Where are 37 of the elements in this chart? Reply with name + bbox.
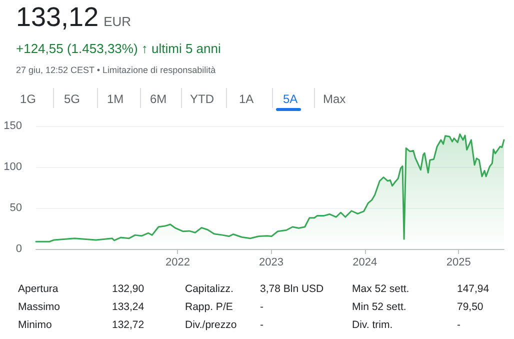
text: YTD (190, 92, 214, 106)
text: Massimo (18, 301, 60, 313)
chart-title: 133,12 EUR (16, 2, 132, 33)
y-tick-label: 150 (4, 120, 22, 132)
y-tick-label: 100 (4, 161, 22, 173)
chart-subtitle: +124,55 (1.453,33%) ↑ ultimi 5 anni (16, 41, 221, 56)
text: 1G (20, 92, 36, 106)
text: 5A (283, 92, 298, 106)
text: Div./prezzo (185, 319, 237, 331)
text: Rapp. P/E (185, 301, 233, 313)
x-tick-label: 2023 (259, 256, 284, 268)
text: 3,78 Bln USD (260, 283, 324, 295)
text: 132,90 (112, 283, 144, 295)
text: - (260, 301, 264, 313)
y-tick-label: 0 (16, 243, 22, 255)
text: Capitalizz. (185, 283, 234, 295)
x-tick-label: 2025 (446, 256, 471, 268)
x-tick-label: 2022 (165, 256, 190, 268)
text: - (260, 319, 264, 331)
text: 147,94 (457, 283, 490, 295)
text: Minimo (18, 319, 52, 331)
text: Max (323, 92, 346, 106)
text: 1M (107, 92, 124, 106)
y-tick-label: 50 (10, 202, 22, 214)
text: Min 52 sett. (352, 301, 406, 313)
text: - (457, 319, 460, 331)
text: Max 52 sett. (352, 283, 410, 295)
text: Div. trim. (352, 319, 393, 331)
text: 27 giu, 12:52 CEST • Limitazione di responsabilità (16, 65, 216, 75)
text: 6M (150, 92, 167, 106)
text: 1A (239, 92, 254, 106)
text: Apertura (18, 283, 58, 295)
text: 133,24 (112, 301, 144, 313)
text: 132,72 (112, 319, 144, 331)
x-tick-label: 2024 (352, 256, 378, 268)
text: 5G (64, 92, 80, 106)
text: 79,50 (457, 301, 484, 313)
